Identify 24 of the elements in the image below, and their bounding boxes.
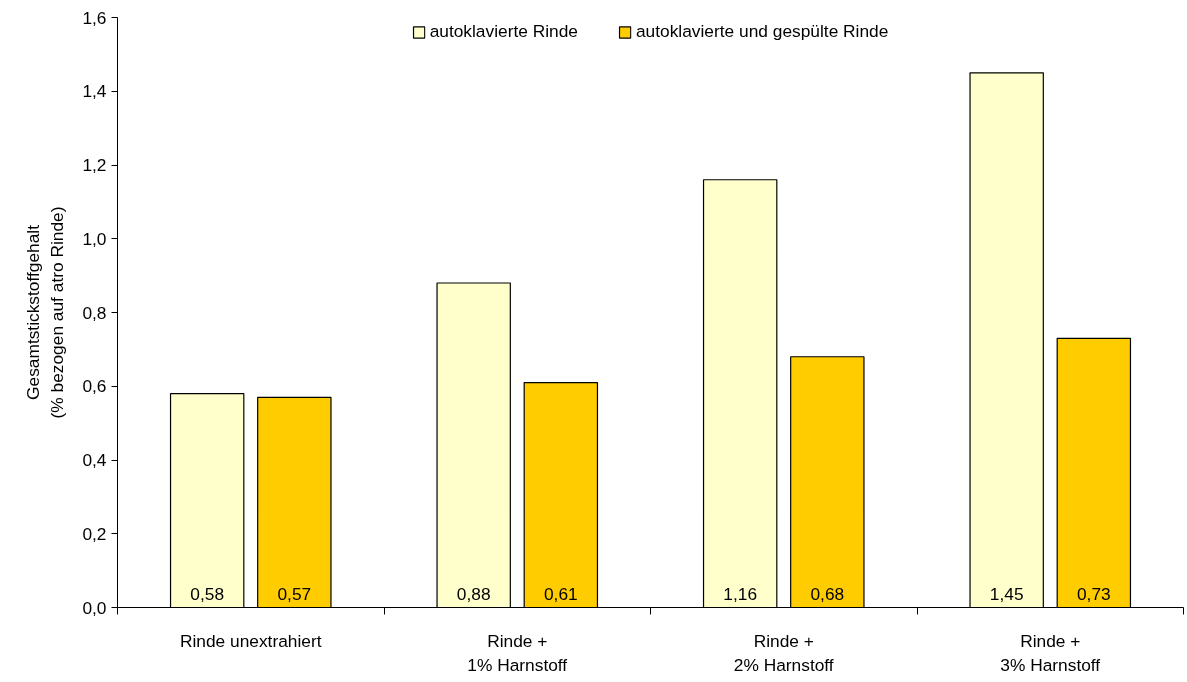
data-label: 1,45: [989, 583, 1024, 604]
data-label: 1,16: [723, 583, 758, 604]
y-tick-label: 0,6: [82, 376, 107, 397]
y-tick-label: 1,6: [82, 7, 107, 28]
y-axis-title: Gesamtstickstoffgehalt (% bezogen auf atro Rinde): [23, 206, 68, 419]
legend-label: autoklavierte und gespülte Rinde: [635, 21, 889, 42]
data-label: 0,61: [543, 583, 578, 604]
y-tick-label: 0,2: [82, 523, 107, 544]
x-tick-label: Rinde unextrahiert: [179, 630, 322, 651]
y-tick-label: 1,2: [82, 155, 107, 175]
x-tick-label: Rinde + 1% Harnstoff: [467, 630, 568, 675]
y-tick-label: 1,0: [82, 228, 107, 249]
x-tick-label: Rinde + 2% Harnstoff: [733, 630, 834, 675]
y-tick-label: 0,0: [82, 597, 107, 618]
y-tick-label: 1,4: [82, 81, 107, 102]
data-label: 0,58: [190, 583, 225, 604]
legend-label: autoklavierte Rinde: [429, 21, 578, 42]
y-tick-label: 0,4: [82, 450, 107, 470]
y-tick-label: 0,8: [82, 302, 107, 323]
data-label: 0,73: [1076, 583, 1111, 604]
data-label: 0,68: [810, 583, 845, 604]
x-tick-label: Rinde + 3% Harnstoff: [1000, 630, 1101, 675]
data-label: 0,57: [277, 583, 312, 604]
data-label: 0,88: [456, 583, 491, 604]
